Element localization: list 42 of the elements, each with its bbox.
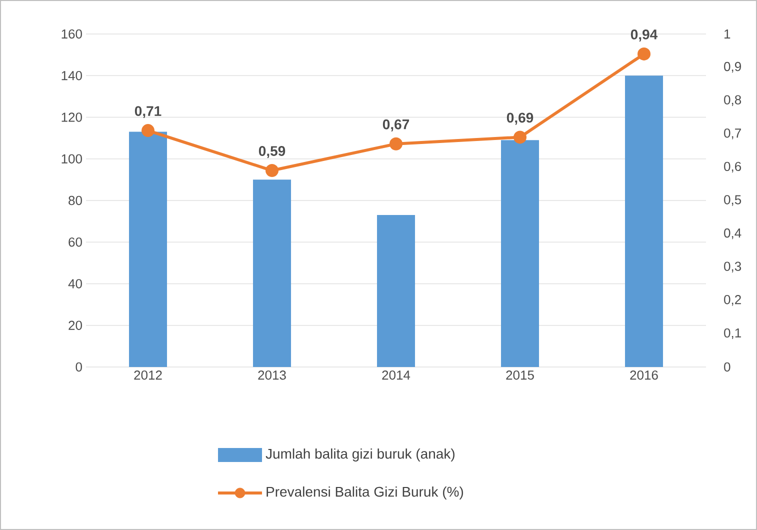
y2-tick-label: 0,8 bbox=[724, 95, 742, 106]
y-tick-label: 0 bbox=[76, 362, 82, 372]
data-label: 0,94 bbox=[630, 29, 658, 42]
y2-tick-label: 0,5 bbox=[724, 195, 742, 206]
bar bbox=[501, 140, 540, 367]
x-tick-label: 2016 bbox=[630, 370, 658, 380]
point bbox=[142, 124, 155, 138]
data-label: 0,59 bbox=[258, 146, 286, 158]
bar bbox=[625, 76, 664, 367]
y2-tick-label: 0,7 bbox=[724, 128, 741, 140]
y-tick-label: 40 bbox=[68, 279, 82, 288]
bar bbox=[129, 132, 168, 367]
data-label: 0,67 bbox=[382, 119, 410, 132]
y2-tick-label: 0,3 bbox=[724, 262, 742, 272]
legend-label: Prevalensi Balita Gizi Buruk (%) bbox=[266, 486, 464, 500]
y2-tick-label: 0,1 bbox=[724, 328, 741, 340]
y2-tick-label: 0,9 bbox=[724, 62, 741, 73]
bar bbox=[377, 215, 416, 367]
y2-tick-label: 0,6 bbox=[724, 162, 742, 173]
y-tick-label: 60 bbox=[68, 238, 82, 247]
point bbox=[390, 137, 403, 150]
data-label: 0,71 bbox=[134, 106, 162, 118]
y2-tick-label: 0,2 bbox=[724, 295, 741, 306]
bar bbox=[253, 180, 292, 367]
data-label: 0,69 bbox=[506, 112, 534, 125]
point bbox=[638, 47, 651, 60]
y2-tick-label: 0,4 bbox=[724, 228, 742, 240]
point bbox=[514, 130, 527, 144]
x-tick-label: 2014 bbox=[382, 370, 410, 380]
legend-label: Jumlah balita gizi buruk (anak) bbox=[266, 448, 454, 462]
y-tick-label: 120 bbox=[62, 112, 82, 122]
y-tick-label: 100 bbox=[62, 154, 82, 164]
x-tick-label: 2012 bbox=[134, 370, 162, 380]
y-tick-label: 140 bbox=[62, 71, 82, 80]
point bbox=[266, 164, 279, 178]
y2-tick-label: 0 bbox=[724, 362, 730, 372]
x-tick-label: 2013 bbox=[258, 370, 286, 380]
y-tick-label: 20 bbox=[68, 320, 82, 330]
y-tick-label: 160 bbox=[62, 29, 82, 39]
x-tick-label: 2015 bbox=[506, 370, 534, 380]
y-tick-label: 80 bbox=[68, 196, 82, 206]
y2-tick-label: 1 bbox=[724, 30, 730, 38]
